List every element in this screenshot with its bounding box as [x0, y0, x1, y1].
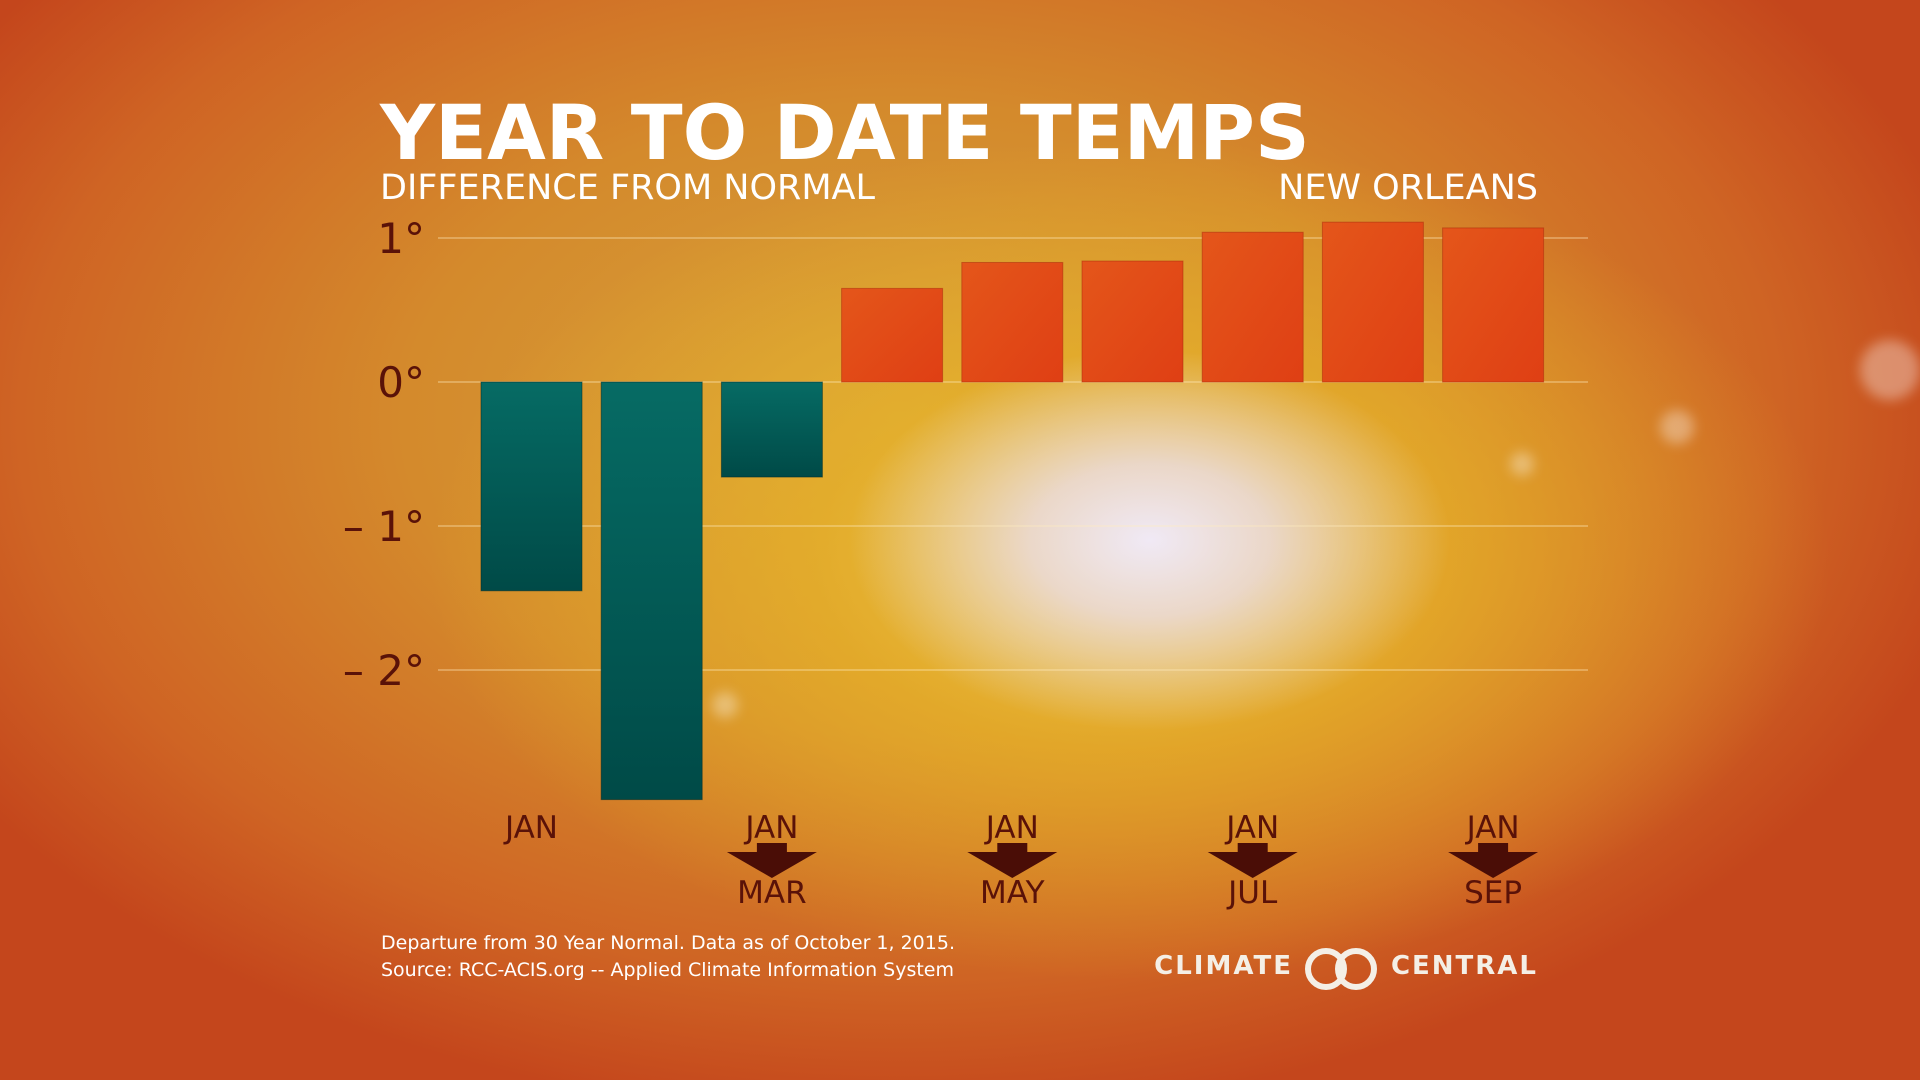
footnote-line-1: Departure from 30 Year Normal. Data as o… [381, 932, 955, 954]
location-label: NEW ORLEANS [1278, 168, 1538, 208]
logo-word-left: CLIMATE [1154, 951, 1293, 981]
x-label-bottom: SEP [1464, 875, 1522, 911]
x-axis-labels: JAN JAN MAR JAN MAY JAN JUL JAN SEP [503, 810, 1539, 911]
chart-subtitle: DIFFERENCE FROM NORMAL [380, 168, 875, 208]
footnote: Departure from 30 Year Normal. Data as o… [381, 930, 955, 984]
lens-flare [1510, 452, 1534, 476]
footnote-line-2: Source: RCC-ACIS.org -- Applied Climate … [381, 959, 955, 981]
bar [961, 261, 1064, 383]
x-label-top: JAN [1465, 810, 1520, 846]
down-arrow-icon [1448, 843, 1539, 878]
lens-flare [1860, 340, 1920, 400]
bar [841, 287, 944, 383]
lens-flare [1660, 410, 1694, 444]
bar [1442, 227, 1545, 383]
climate-central-logo: CLIMATE CENTRAL [1154, 946, 1538, 990]
down-arrow-icon [967, 843, 1058, 878]
y-tick-label: – 2° [343, 646, 425, 695]
x-label-bottom: MAR [737, 875, 807, 911]
x-label-bottom: JUL [1226, 875, 1278, 911]
bars [480, 221, 1545, 801]
x-label-top: JAN [1224, 810, 1279, 846]
x-label-top: JAN [743, 810, 798, 846]
x-label-top: JAN [503, 810, 558, 846]
y-tick-label: 1° [377, 214, 425, 263]
chart-title: YEAR TO DATE TEMPS [380, 88, 1310, 177]
bar [1201, 231, 1304, 383]
x-label-top: JAN [984, 810, 1039, 846]
bar [1081, 260, 1184, 383]
y-axis-ticks: 1° 0° – 1° – 2° [343, 214, 425, 695]
bar [1321, 221, 1424, 383]
lens-flare [712, 692, 738, 718]
down-arrow-icon [1207, 843, 1298, 878]
logo-word-right: CENTRAL [1390, 951, 1538, 981]
bar [480, 381, 583, 592]
y-tick-label: 0° [377, 358, 425, 407]
interlocking-rings-icon [1304, 946, 1379, 990]
bar [600, 381, 703, 801]
x-label-bottom: MAY [980, 875, 1045, 911]
bar [720, 381, 823, 478]
y-tick-label: – 1° [343, 502, 425, 551]
down-arrow-icon [726, 843, 817, 878]
